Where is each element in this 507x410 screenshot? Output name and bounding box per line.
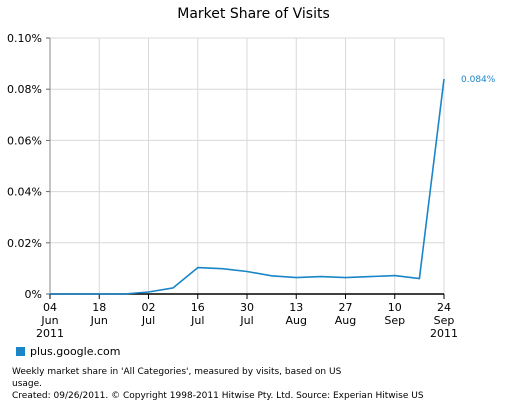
x-tick-label: 2011 <box>36 327 64 340</box>
x-tick-label: Jul <box>141 314 155 327</box>
y-tick-label: 0.08% <box>7 83 42 96</box>
x-tick-label: 24 <box>437 301 451 314</box>
x-tick-label: Jul <box>190 314 204 327</box>
footnote-line-2: usage. <box>12 379 43 389</box>
x-tick-label: Jul <box>239 314 253 327</box>
y-tick-label: 0.04% <box>7 186 42 199</box>
x-tick-label: 02 <box>142 301 156 314</box>
x-tick-label: 16 <box>191 301 205 314</box>
x-tick-label: Jun <box>40 314 58 327</box>
y-tick-label: 0.10% <box>7 32 42 45</box>
x-tick-label: 30 <box>240 301 254 314</box>
footnote-line-3: Created: 09/26/2011. © Copyright 1998-20… <box>12 391 424 401</box>
x-tick-label: Jun <box>90 314 108 327</box>
legend-label: plus.google.com <box>30 345 121 358</box>
x-tick-label: Sep <box>434 314 455 327</box>
x-tick-label: Aug <box>286 314 307 327</box>
y-tick-label: 0.06% <box>7 134 42 147</box>
x-tick-label: Aug <box>335 314 356 327</box>
legend-swatch-plus-google <box>16 347 25 356</box>
x-tick-label: 18 <box>92 301 106 314</box>
end-value-label: 0.084% <box>461 75 496 85</box>
chart-plot: 0%0.02%0.04%0.06%0.08%0.10%04Jun201118Ju… <box>7 32 496 340</box>
y-tick-label: 0% <box>25 288 42 301</box>
x-tick-label: 13 <box>289 301 303 314</box>
chart-title: Market Share of Visits <box>177 6 330 22</box>
x-tick-label: 10 <box>388 301 402 314</box>
legend: plus.google.com <box>16 345 120 358</box>
x-tick-label: 2011 <box>430 327 458 340</box>
x-tick-label: 27 <box>339 301 353 314</box>
y-tick-label: 0.02% <box>7 237 42 250</box>
x-tick-label: Sep <box>384 314 405 327</box>
x-tick-label: 04 <box>43 301 57 314</box>
footnote-line-1: Weekly market share in 'All Categories',… <box>12 367 342 377</box>
footnote: Weekly market share in 'All Categories',… <box>12 366 432 402</box>
series-line-plus-google-com <box>50 78 445 295</box>
